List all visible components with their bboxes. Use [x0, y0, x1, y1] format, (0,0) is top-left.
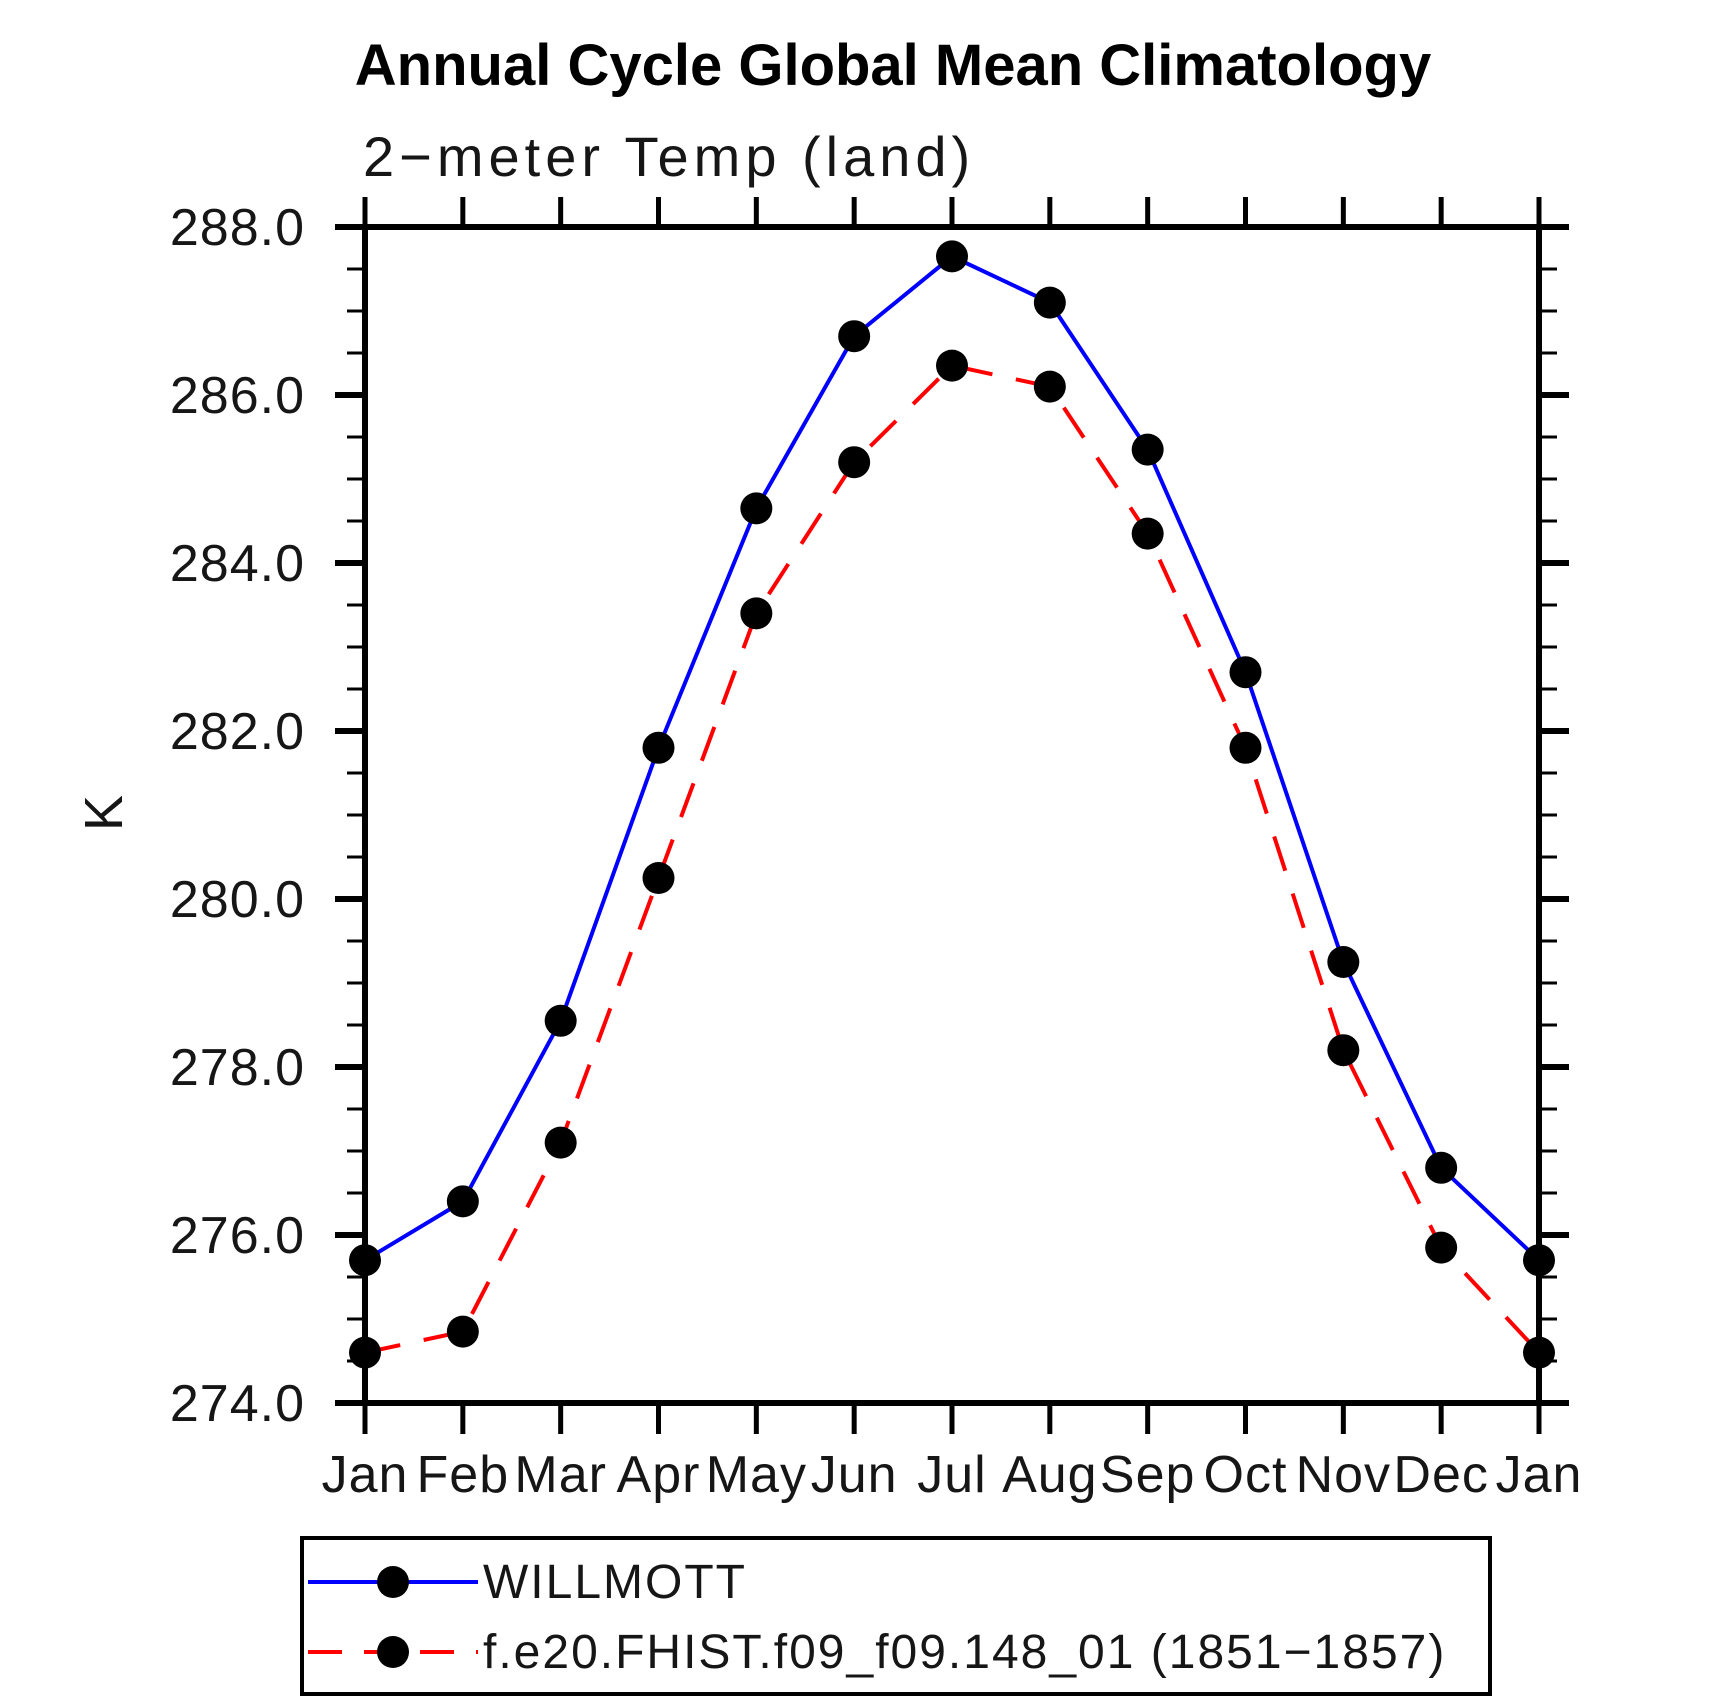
y-tick-label: 274.0	[170, 1375, 305, 1433]
series-marker-model	[936, 349, 968, 382]
y-tick-label: 278.0	[170, 1039, 305, 1097]
legend-marker-dot	[377, 1566, 409, 1598]
series-marker-model	[544, 1126, 577, 1159]
series-marker-willmott	[1523, 1244, 1555, 1277]
x-tick-label: Jul	[917, 1446, 986, 1504]
series-marker-model	[740, 597, 773, 630]
x-tick-label: Oct	[1204, 1446, 1288, 1504]
legend-entry-model: f.e20.FHIST.f09_f09.148_01 (1851−1857)	[308, 1626, 1446, 1679]
series-line-willmott	[363, 254, 1541, 1262]
legend-border	[300, 1536, 1492, 1696]
legend-label-willmott: WILLMOTT	[483, 1556, 747, 1609]
x-tick-label: Jan	[1496, 1446, 1583, 1504]
series-marker-model	[1523, 1336, 1555, 1369]
x-tick-label: Feb	[417, 1446, 510, 1504]
series-marker-willmott	[838, 320, 871, 353]
series-marker-model	[1131, 517, 1164, 550]
x-tick-label: Apr	[617, 1446, 701, 1504]
x-tick-label: Aug	[1002, 1446, 1098, 1504]
y-tick-label: 276.0	[170, 1207, 305, 1265]
series-marker-willmott	[1033, 286, 1066, 319]
series-marker-model	[1033, 370, 1066, 403]
series-marker-model	[1327, 1034, 1360, 1067]
y-tick-label: 286.0	[170, 367, 305, 425]
legend-label-model: f.e20.FHIST.f09_f09.148_01 (1851−1857)	[483, 1626, 1446, 1679]
series-marker-model	[446, 1315, 479, 1348]
series-marker-willmott	[544, 1004, 577, 1037]
y-tick-label: 288.0	[170, 199, 305, 257]
y-tick-label: 282.0	[170, 703, 305, 761]
series-marker-willmott	[1131, 433, 1164, 466]
series-marker-model	[642, 862, 675, 894]
series-marker-willmott	[740, 492, 773, 525]
y-tick-label: 284.0	[170, 535, 305, 593]
y-tick-label: 280.0	[170, 871, 305, 929]
x-tick-label: May	[706, 1446, 807, 1504]
x-tick-label: Nov	[1296, 1446, 1391, 1504]
y-axis-label: K	[74, 793, 134, 831]
series-marker-willmott	[1425, 1151, 1458, 1184]
plot-frame	[362, 224, 1542, 1406]
chart-subtitle: 2−meter Temp (land)	[363, 125, 975, 188]
x-tick-label: Dec	[1393, 1446, 1488, 1504]
tick-label-layer: Jan Feb Mar Apr May Jun Jul Aug Sep Oct Nov Dec Jan2…	[170, 199, 1583, 1504]
legend-box: WILLMOTT f.e20.FHIST.f09_f09.148_01 (185…	[300, 1536, 1492, 1696]
x-tick-label: Jan	[322, 1446, 409, 1504]
series-layer	[349, 240, 1555, 1369]
series-marker-model	[1425, 1231, 1458, 1264]
series-line-model	[364, 363, 1541, 1355]
series-marker-model	[1229, 731, 1262, 764]
x-tick-label: Mar	[514, 1446, 607, 1504]
series-marker-willmott	[1327, 946, 1360, 978]
series-marker-willmott	[349, 1244, 381, 1277]
series-marker-willmott	[1229, 656, 1262, 689]
series-marker-willmott	[446, 1185, 479, 1218]
series-marker-model	[838, 446, 871, 479]
chart-title: Annual Cycle Global Mean Climatology	[355, 33, 1431, 98]
legend-entry-willmott: WILLMOTT	[308, 1556, 747, 1609]
series-marker-willmott	[936, 240, 968, 273]
series-marker-willmott	[642, 731, 675, 764]
x-tick-label: Jun	[811, 1446, 898, 1504]
x-tick-label: Sep	[1100, 1446, 1196, 1504]
axes-layer	[335, 197, 1569, 1434]
legend-marker-dot	[377, 1636, 409, 1668]
series-marker-model	[349, 1336, 381, 1369]
